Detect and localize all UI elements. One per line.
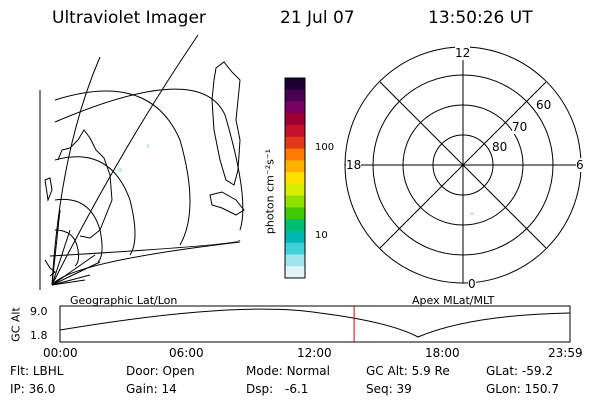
- colorbar-band: [285, 207, 305, 220]
- glat-value: -59.2: [521, 364, 553, 378]
- colorbar-band: [285, 195, 305, 208]
- colorbar-band: [285, 101, 305, 114]
- dsp-label: Dsp:: [246, 382, 274, 396]
- apex-coords-title: Apex MLat/MLT: [412, 294, 495, 307]
- polar-lat-70: 70: [512, 120, 528, 134]
- colorbar-band: [285, 160, 305, 173]
- colorbar-band: [285, 172, 305, 185]
- ip-value: 36.0: [28, 382, 56, 396]
- mode-value: Normal: [286, 364, 330, 378]
- polar-label-18: 18: [346, 158, 362, 172]
- glat-label: GLat:: [486, 364, 519, 378]
- timeline-tick-1800: 18:00: [425, 346, 460, 360]
- colorbar-band: [285, 266, 305, 279]
- seq-value: 39: [396, 382, 412, 396]
- glat-status: GLat: -59.2: [486, 364, 553, 378]
- filter-status: Flt: LBHL: [10, 364, 63, 378]
- geographic-coords-title: Geographic Lat/Lon: [70, 294, 178, 307]
- colorbar-band: [285, 89, 305, 103]
- door-value: Open: [162, 364, 195, 378]
- dsp-value: -6.1: [284, 382, 309, 396]
- colorbar-tick-100: 100: [315, 142, 335, 153]
- gcalt-label: GC Alt:: [366, 364, 408, 378]
- filter-label: Flt:: [10, 364, 29, 378]
- polar-label-0: 0: [468, 277, 476, 291]
- gcalt-status: GC Alt: 5.9 Re: [366, 364, 450, 378]
- intensity-colorbar: [284, 77, 306, 279]
- timeline-tick-0000: 00:00: [43, 346, 78, 360]
- dsp-status: Dsp: -6.1: [246, 382, 308, 396]
- polar-lat-60: 60: [536, 98, 552, 112]
- timeline-tick-0600: 06:00: [169, 346, 204, 360]
- timeline-tick-2359: 23:59: [548, 346, 583, 360]
- mode-status: Mode: Normal: [246, 364, 330, 378]
- timeline-y-axis-label: GC Alt: [9, 307, 23, 342]
- glon-value: 150.7: [524, 382, 559, 396]
- time-label: 13:50:26 UT: [428, 8, 533, 28]
- date-label: 21 Jul 07: [280, 8, 355, 28]
- glon-label: GLon:: [486, 382, 521, 396]
- gain-status: Gain: 14: [126, 382, 177, 396]
- colorbar-band: [285, 78, 305, 91]
- mode-label: Mode:: [246, 364, 283, 378]
- colorbar-band: [285, 136, 305, 150]
- door-label: Door:: [126, 364, 159, 378]
- polar-label-12: 12: [455, 46, 471, 60]
- seq-label: Seq:: [366, 382, 393, 396]
- ip-status: IP: 36.0: [10, 382, 55, 396]
- timeline-y-top: 9.0: [30, 305, 48, 318]
- colorbar-band: [285, 242, 305, 255]
- colorbar-band: [285, 254, 305, 267]
- colorbar-band: [285, 148, 305, 161]
- colorbar-band: [285, 219, 305, 232]
- colorbar-band: [285, 183, 305, 197]
- ip-label: IP:: [10, 382, 25, 396]
- polar-label-6: 6: [576, 158, 584, 172]
- instrument-title: Ultraviolet Imager: [52, 8, 206, 28]
- door-status: Door: Open: [126, 364, 195, 378]
- gcalt-value: 5.9 Re: [411, 364, 450, 378]
- filter-value: LBHL: [32, 364, 64, 378]
- glon-status: GLon: 150.7: [486, 382, 559, 396]
- colorbar-band: [285, 125, 305, 138]
- gain-label: Gain:: [126, 382, 158, 396]
- polar-lat-80: 80: [492, 140, 508, 154]
- gain-value: 14: [161, 382, 177, 396]
- timeline-y-bottom: 1.8: [30, 329, 48, 342]
- timeline-tick-1200: 12:00: [297, 346, 332, 360]
- seq-status: Seq: 39: [366, 382, 412, 396]
- colorbar-band: [285, 113, 305, 126]
- colorbar-border: [284, 77, 306, 279]
- colorbar-tick-10: 10: [315, 230, 328, 241]
- colorbar-band: [285, 230, 305, 244]
